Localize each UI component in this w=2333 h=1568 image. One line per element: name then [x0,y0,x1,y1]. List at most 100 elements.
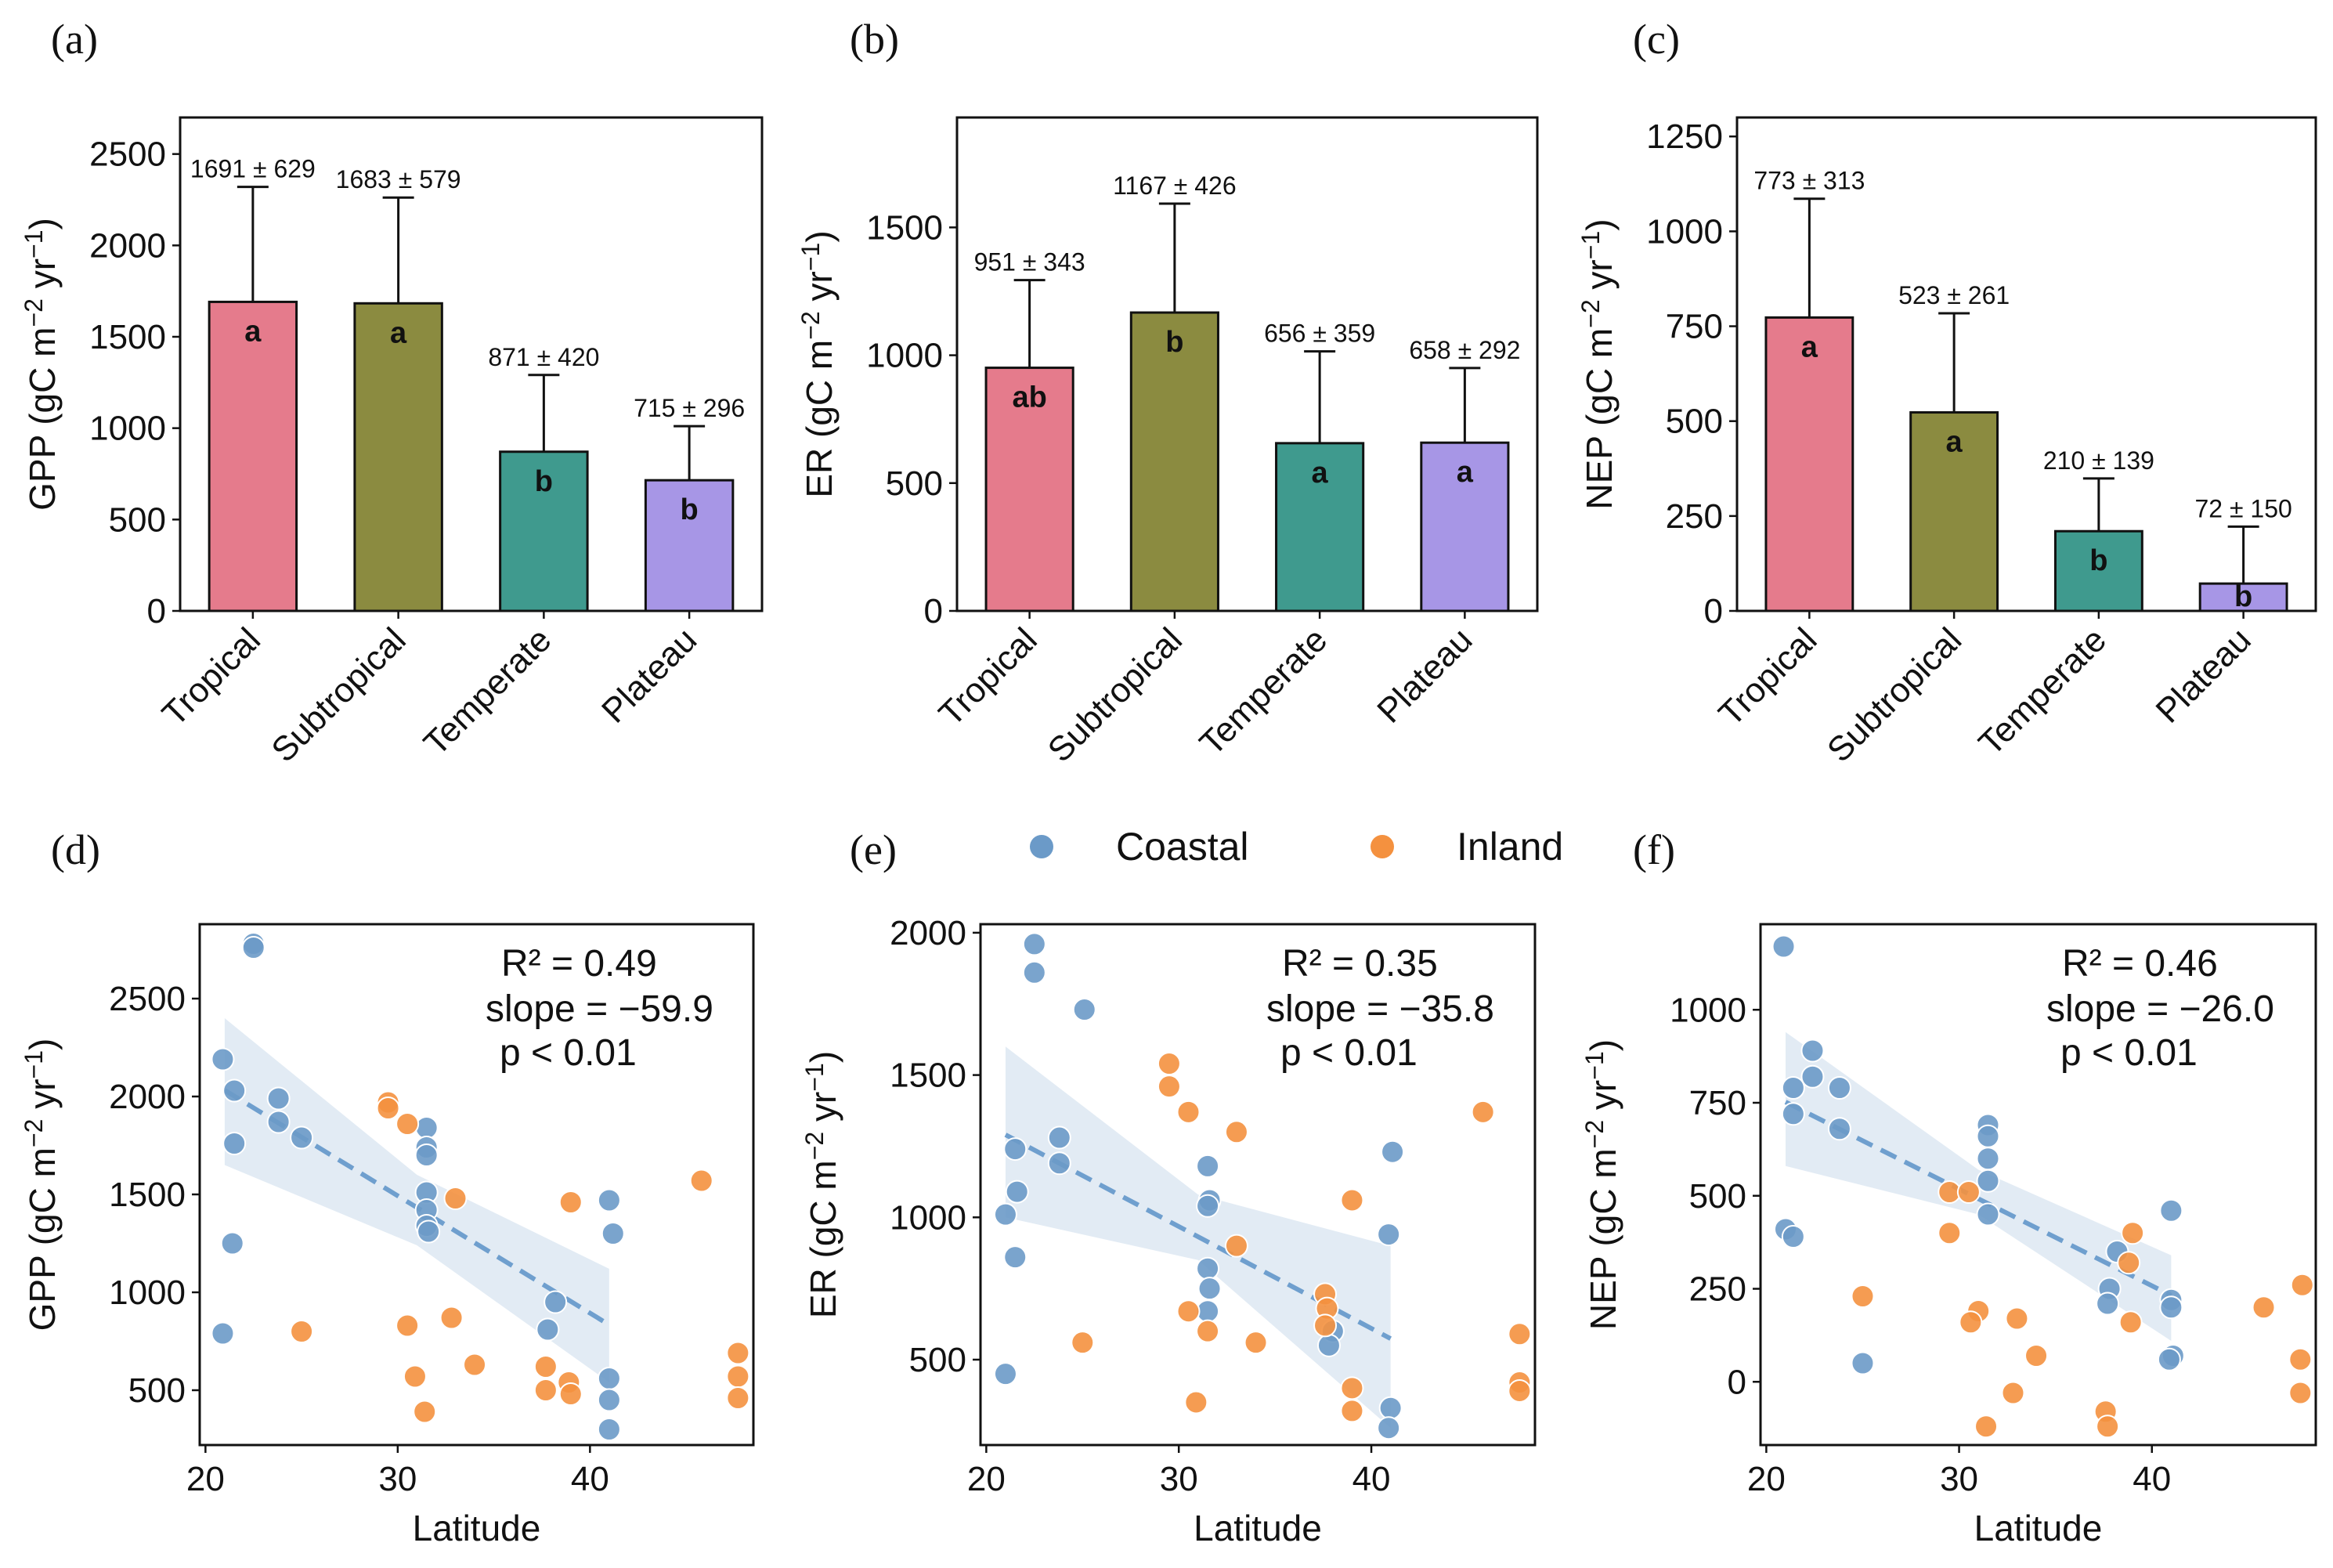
x-tick-label: Subtropical [264,620,413,769]
point-coastal [1022,960,1046,985]
y-tick-label: 1000 [89,410,166,448]
y-tick-label: 750 [1689,1084,1746,1122]
y-tick-label: 0 [1704,592,1723,630]
point-inland [1508,1378,1532,1403]
x-tick-label: Plateau [594,620,704,730]
point-inland [1959,1310,1983,1335]
significance-letter: b [535,465,553,498]
legend-inland-label: Inland [1457,825,1563,869]
axes-frame [955,116,1539,612]
point-coastal [544,1290,568,1314]
point-coastal [1378,1396,1403,1420]
y-tick-label: 1250 [1646,117,1723,156]
y-tick-label: 750 [1666,308,1723,346]
panel-a: (a) 1691 ± 629 a Tropical 1683 ± 579 a Subtrop… [20,16,764,770]
value-label: 210 ± 139 [2043,446,2154,475]
point-coastal [2096,1292,2120,1316]
point-coastal [993,1202,1017,1227]
y-tick-label: 500 [109,500,166,539]
y-tick-label: 1500 [89,318,166,356]
point-inland [395,1112,420,1136]
axes-frame [979,923,1537,1447]
y-tick-label: 250 [1689,1270,1746,1309]
y-tick-label: 500 [1689,1177,1746,1216]
point-coastal [1781,1225,1805,1248]
point-coastal [1196,1154,1220,1178]
point-coastal [220,1231,244,1255]
y-tick-label: 1000 [890,1198,966,1237]
bar-subtropical [353,302,443,612]
point-coastal [1047,1125,1071,1150]
panel-c: (c) 773 ± 313 a Tropical 523 ± 261 a Subtropic… [1576,16,2317,770]
x-tick-label: Plateau [2149,620,2259,730]
point-coastal [1196,1256,1220,1281]
point-coastal [1827,1117,1851,1141]
value-label: 1683 ± 579 [336,165,461,193]
point-inland [439,1306,464,1330]
y-tick-label: 2500 [89,135,166,174]
point-inland [1176,1299,1201,1324]
point-coastal [1072,998,1096,1022]
bar-plateau [1420,441,1510,612]
point-coastal [1800,1039,1825,1063]
y-tick-label: 2500 [109,980,186,1018]
x-tick-label: 20 [186,1460,225,1498]
bar-subtropical [1129,311,1219,612]
panel-label: (c) [1633,16,1680,63]
point-coastal [1022,932,1046,956]
legend-inland-marker [1371,835,1394,858]
panel-label: (d) [51,826,100,873]
bar-tropical [208,300,298,612]
stat-slope: slope = −59.9 [486,988,713,1030]
point-coastal [211,1321,235,1346]
x-axis-label: Latitude [1974,1508,2103,1548]
significance-letter: b [1165,326,1183,359]
stat-slope: slope = −35.8 [1266,988,1494,1030]
point-coastal [536,1317,560,1342]
point-inland [2005,1306,2029,1331]
significance-letter: ab [1012,381,1046,414]
point-coastal [1827,1076,1851,1100]
bar-plateau [2198,582,2288,612]
confidence-band [224,1018,609,1382]
point-inland [1508,1322,1532,1346]
legend: Coastal Inland [1030,825,1563,869]
significance-letter: b [2234,580,2252,613]
bar-subtropical [1909,411,1999,612]
point-coastal [1851,1351,1875,1375]
panel-label: (e) [850,826,897,873]
y-axis-label: GPP (gC m−2 yr−1) [20,1039,63,1331]
point-inland [2001,1381,2025,1405]
x-tick-label: Tropical [932,620,1045,733]
x-tick-label: 30 [378,1460,417,1498]
x-axis-label: Latitude [1194,1508,1322,1548]
point-coastal [597,1367,621,1390]
point-inland [726,1386,750,1410]
significance-letter: b [681,493,699,526]
stat-p: p < 0.01 [2060,1032,2198,1074]
point-coastal [597,1418,621,1441]
point-inland [1071,1331,1095,1355]
point-inland [1224,1234,1248,1258]
point-inland [1974,1414,1999,1439]
point-coastal [1197,1277,1222,1301]
point-inland [2288,1381,2313,1405]
y-tick-label: 2000 [890,914,966,952]
point-inland [2290,1273,2314,1297]
point-inland [1340,1376,1364,1400]
value-label: 715 ± 296 [634,394,745,422]
stat-r2: R² = 0.49 [501,943,657,985]
point-coastal [241,936,265,959]
y-tick-label: 1500 [866,208,943,247]
point-inland [1938,1221,1962,1245]
panel-e: (e) 500 1000 1500 2000 20 30 40 Latitude ER (gC m… [800,826,1537,1548]
point-coastal [1316,1333,1341,1357]
point-inland [1176,1100,1201,1124]
y-tick-label: 1000 [1646,212,1723,251]
y-tick-label: 2000 [109,1078,186,1116]
point-inland [2117,1251,2141,1275]
y-tick-label: 0 [1728,1363,1746,1401]
y-tick-label: 1000 [1670,991,1746,1029]
bar-temperate [499,450,589,612]
